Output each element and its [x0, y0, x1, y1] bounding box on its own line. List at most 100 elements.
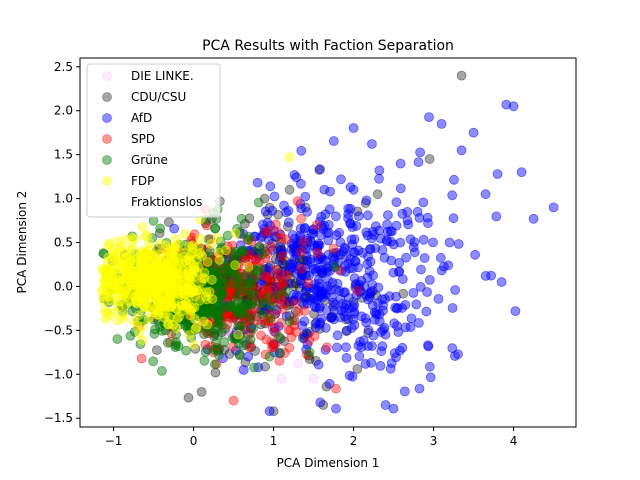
data-point: [187, 240, 198, 251]
data-point: [258, 275, 269, 286]
data-point: [265, 281, 276, 292]
data-point: [159, 263, 170, 274]
data-point: [243, 261, 254, 272]
data-point: [401, 252, 412, 263]
data-point: [424, 154, 435, 164]
data-point: [234, 322, 245, 333]
data-point: [348, 123, 359, 133]
data-point: [127, 232, 138, 243]
data-point: [382, 226, 393, 237]
data-point: [345, 254, 356, 264]
data-point: [267, 301, 277, 312]
data-point: [380, 400, 391, 410]
data-point: [255, 319, 266, 330]
data-point: [309, 331, 320, 342]
data-point: [365, 244, 376, 255]
data-point: [330, 211, 341, 222]
data-point: [316, 313, 327, 324]
data-point: [230, 260, 241, 271]
data-point: [242, 294, 253, 304]
data-point: [186, 287, 197, 298]
data-point: [279, 298, 290, 309]
data-point: [256, 330, 266, 341]
data-point: [198, 316, 209, 327]
data-point: [297, 320, 308, 331]
data-point: [176, 306, 187, 317]
data-point: [425, 372, 436, 383]
data-point: [295, 178, 306, 189]
data-point: [290, 278, 301, 289]
data-point: [249, 362, 260, 373]
data-point: [266, 284, 277, 295]
data-point: [449, 174, 459, 185]
data-point: [273, 209, 284, 220]
data-point: [397, 208, 408, 219]
data-point: [316, 286, 327, 297]
data-point: [341, 326, 352, 337]
data-point: [394, 345, 405, 356]
data-point: [384, 291, 395, 302]
data-point: [137, 222, 148, 232]
data-point: [284, 316, 295, 327]
data-point: [304, 354, 315, 365]
data-point: [248, 323, 258, 334]
data-point: [244, 277, 255, 288]
data-point: [448, 213, 459, 224]
data-point: [433, 293, 444, 304]
data-point: [492, 169, 503, 179]
data-point: [302, 206, 313, 217]
data-point: [496, 277, 507, 287]
data-point: [213, 247, 224, 258]
data-point: [276, 248, 287, 259]
data-point: [419, 253, 430, 263]
data-point: [292, 196, 303, 207]
data-point: [411, 299, 422, 310]
data-point: [125, 330, 136, 341]
data-point: [271, 282, 282, 293]
data-point: [200, 339, 211, 350]
data-point: [377, 341, 388, 352]
data-point: [346, 234, 357, 245]
data-point: [321, 381, 332, 392]
data-point: [123, 295, 134, 306]
data-point: [316, 230, 327, 241]
data-point: [170, 342, 181, 353]
data-point: [244, 342, 255, 353]
data-point: [516, 167, 527, 178]
data-point: [424, 274, 435, 285]
data-point: [149, 260, 160, 271]
data-point: [236, 320, 246, 331]
data-point: [112, 235, 123, 246]
data-point: [362, 210, 373, 221]
data-point: [423, 340, 433, 351]
data-point: [197, 250, 207, 261]
legend-marker: [102, 71, 112, 81]
data-point: [243, 235, 254, 246]
data-point: [274, 331, 284, 342]
data-point: [348, 263, 358, 274]
data-point: [453, 349, 463, 360]
data-point: [255, 232, 266, 243]
data-point: [349, 234, 360, 245]
data-point: [149, 328, 160, 339]
data-point: [250, 253, 261, 264]
data-point: [304, 347, 315, 358]
data-point: [548, 202, 559, 213]
data-point: [135, 283, 146, 294]
data-point: [341, 352, 352, 363]
data-point: [274, 255, 285, 266]
data-point: [363, 251, 373, 262]
data-point: [275, 229, 286, 240]
data-point: [192, 267, 203, 278]
data-point: [284, 310, 295, 321]
data-point: [132, 298, 142, 309]
data-point: [298, 236, 309, 247]
data-point: [272, 268, 283, 279]
x-axis-label: PCA Dimension 1: [277, 456, 380, 470]
data-point: [388, 403, 399, 414]
data-point: [373, 282, 384, 293]
data-point: [266, 337, 277, 348]
data-point: [254, 248, 264, 259]
data-point: [312, 247, 323, 258]
data-point: [98, 283, 109, 294]
